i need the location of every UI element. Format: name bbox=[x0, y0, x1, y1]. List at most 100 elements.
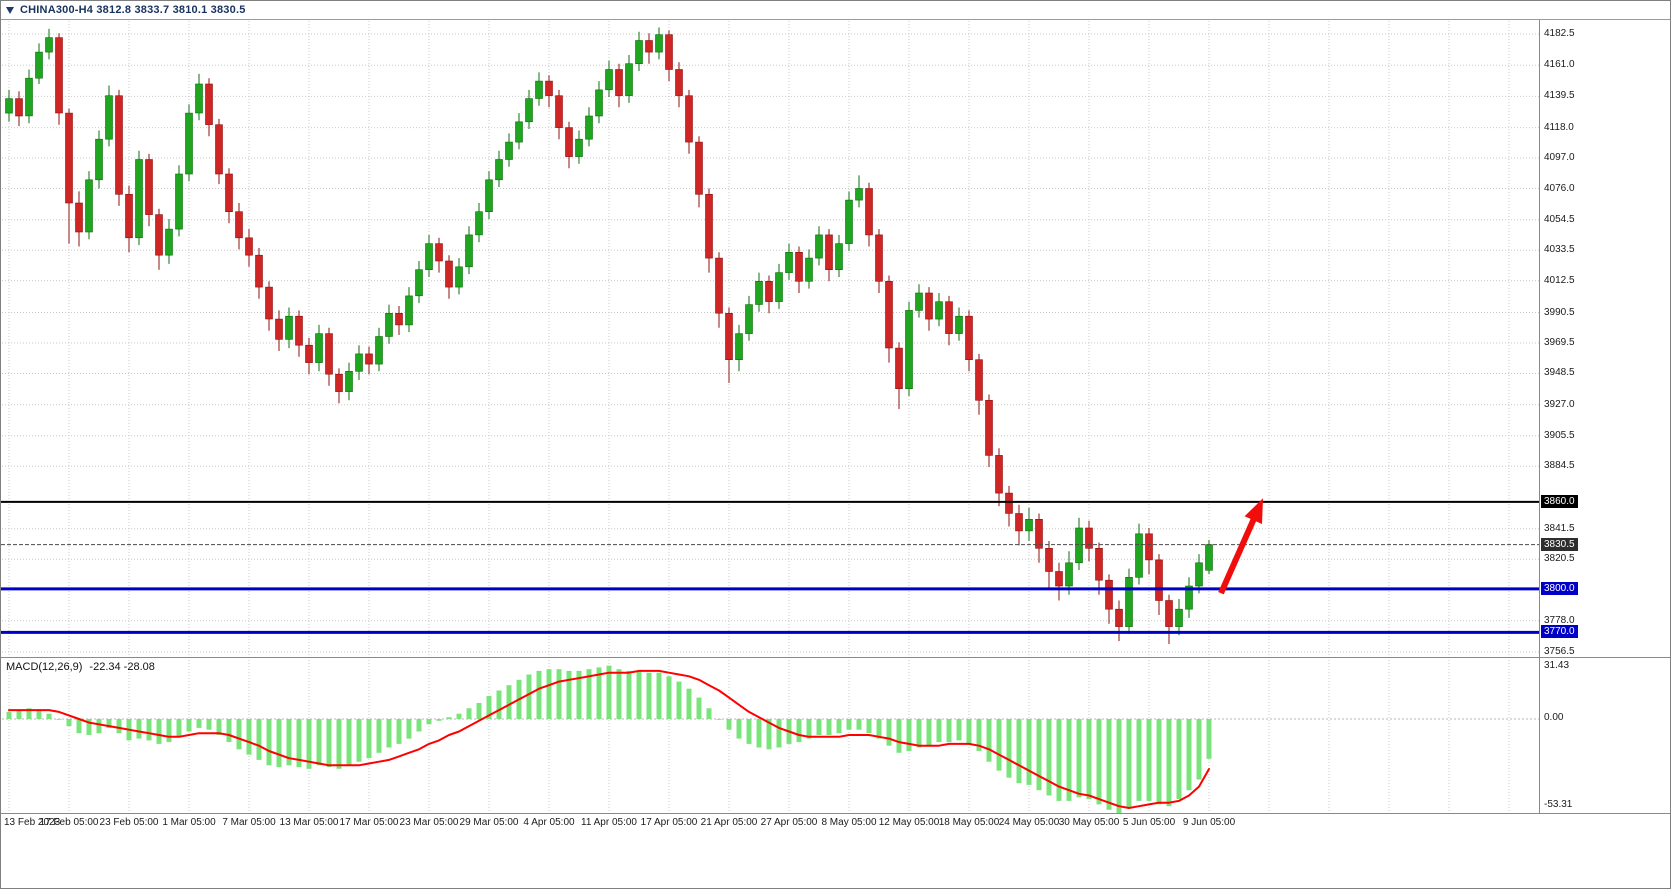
macd-histogram-bar bbox=[936, 719, 942, 743]
candle bbox=[1105, 574, 1113, 624]
macd-histogram-bar bbox=[926, 719, 932, 746]
macd-histogram-bar bbox=[106, 719, 112, 728]
time-axis-label: 21 Apr 05:00 bbox=[700, 817, 758, 828]
candle bbox=[385, 304, 393, 344]
macd-histogram-bar bbox=[396, 719, 402, 744]
macd-histogram-bar bbox=[206, 719, 212, 730]
macd-histogram-bar bbox=[446, 717, 452, 719]
candle bbox=[785, 243, 793, 280]
symbol-ohlc-title: CHINA300-H4 3812.8 3833.7 3810.1 3830.5 bbox=[20, 4, 246, 16]
price-tick-label: 3905.5 bbox=[1544, 429, 1575, 441]
macd-histogram-bar bbox=[316, 719, 322, 766]
price-tick-label: 3756.5 bbox=[1544, 646, 1575, 657]
macd-histogram-bar bbox=[1046, 719, 1052, 796]
macd-histogram-bar bbox=[1146, 719, 1152, 801]
macd-histogram-bar bbox=[36, 710, 42, 719]
time-axis-label: 13 Feb 2023 bbox=[4, 817, 61, 828]
macd-histogram-bar bbox=[466, 708, 472, 719]
time-axis[interactable]: 13 Feb 2023 17 Feb 05:00 23 Feb 05:00 1 Mar… bbox=[1, 814, 1670, 836]
candle bbox=[845, 191, 853, 251]
macd-histogram-bar bbox=[366, 719, 372, 759]
price-axis[interactable]: 4182.5 4161.0 4139.5 4118.0 4097.0 4076.0 4054… bbox=[1540, 20, 1670, 814]
macd-histogram-bar bbox=[1206, 719, 1212, 759]
trend-arrow[interactable] bbox=[1218, 498, 1263, 595]
candle bbox=[25, 69, 33, 124]
candle bbox=[365, 346, 373, 375]
macd-histogram-bar bbox=[456, 713, 462, 719]
macd-histogram-bar bbox=[336, 719, 342, 769]
macd-histogram-bar bbox=[1196, 719, 1202, 780]
macd-histogram-bar bbox=[226, 719, 232, 743]
macd-histogram-bar bbox=[796, 719, 802, 743]
candle bbox=[405, 287, 413, 333]
macd-histogram-bar bbox=[136, 719, 142, 739]
time-axis-label: 8 May 05:00 bbox=[821, 817, 877, 828]
candle bbox=[895, 342, 903, 409]
macd-histogram-bar bbox=[956, 719, 962, 741]
candle bbox=[605, 60, 613, 98]
macd-histogram-bar bbox=[726, 719, 732, 730]
candle bbox=[885, 275, 893, 363]
candle bbox=[945, 295, 953, 346]
price-tick-label: 4118.0 bbox=[1544, 121, 1574, 133]
candle bbox=[1205, 540, 1213, 575]
candle bbox=[545, 75, 553, 108]
candle bbox=[335, 368, 343, 404]
candle bbox=[565, 121, 573, 169]
price-tick-label: 4182.5 bbox=[1544, 28, 1575, 39]
candle bbox=[985, 394, 993, 467]
candle bbox=[1055, 562, 1063, 601]
candle bbox=[115, 89, 123, 206]
macd-histogram-bar bbox=[906, 719, 912, 751]
candle bbox=[165, 219, 173, 264]
candle bbox=[1175, 599, 1183, 636]
time-axis-label: 7 Mar 05:00 bbox=[222, 817, 276, 828]
candle bbox=[1035, 513, 1043, 563]
time-axis-label: 17 Apr 05:00 bbox=[640, 817, 698, 828]
candle bbox=[1155, 554, 1163, 615]
macd-histogram-bar bbox=[1016, 719, 1022, 784]
macd-histogram-bar bbox=[1126, 719, 1132, 808]
candle bbox=[1135, 523, 1143, 585]
macd-histogram-bar bbox=[986, 719, 992, 762]
macd-histogram-bar bbox=[976, 719, 982, 751]
candle bbox=[55, 33, 63, 125]
macd-histogram-bar bbox=[806, 719, 812, 739]
price-tick-label: 4097.0 bbox=[1544, 152, 1575, 164]
macd-histogram-bar bbox=[1056, 719, 1062, 801]
candle bbox=[1075, 517, 1083, 570]
macd-histogram-bar bbox=[236, 719, 242, 750]
price-tick-label: 3884.5 bbox=[1544, 460, 1575, 472]
candle bbox=[475, 203, 483, 243]
candle bbox=[595, 81, 603, 124]
candle bbox=[345, 362, 353, 401]
price-tick-label: 4076.0 bbox=[1544, 182, 1575, 194]
price-level-box-3800.0: 3800.0 bbox=[1541, 581, 1578, 595]
macd-histogram-bar bbox=[916, 719, 922, 748]
macd-histogram-bar bbox=[156, 719, 162, 744]
macd-histogram-bar bbox=[1066, 719, 1072, 801]
macd-histogram-bar bbox=[186, 719, 192, 732]
price-tick-label: 3778.0 bbox=[1544, 614, 1575, 626]
price-tick-label: 3841.5 bbox=[1544, 522, 1575, 534]
macd-histogram-bar bbox=[216, 719, 222, 735]
candle bbox=[195, 73, 203, 121]
macd-histogram-bar bbox=[1136, 719, 1142, 801]
candle bbox=[875, 229, 883, 293]
macd-histogram-bar bbox=[856, 719, 862, 730]
candle bbox=[35, 43, 43, 84]
candle bbox=[375, 327, 383, 372]
price-tick-label: 3927.0 bbox=[1544, 398, 1575, 410]
candle bbox=[1095, 542, 1103, 595]
macd-histogram-bar bbox=[546, 669, 552, 719]
current-price-box: 3830.5 bbox=[1541, 537, 1578, 551]
macd-histogram-bar bbox=[276, 719, 282, 768]
time-axis-label: 17 Mar 05:00 bbox=[339, 817, 399, 828]
price-tick-label: 4054.5 bbox=[1544, 213, 1575, 225]
candle bbox=[425, 234, 433, 277]
macd-axis-zero-label: 0.00 bbox=[1544, 712, 1564, 723]
macd-histogram-bar bbox=[66, 719, 72, 727]
price-level-box-3770.0: 3770.0 bbox=[1541, 625, 1578, 639]
candle bbox=[915, 284, 923, 318]
